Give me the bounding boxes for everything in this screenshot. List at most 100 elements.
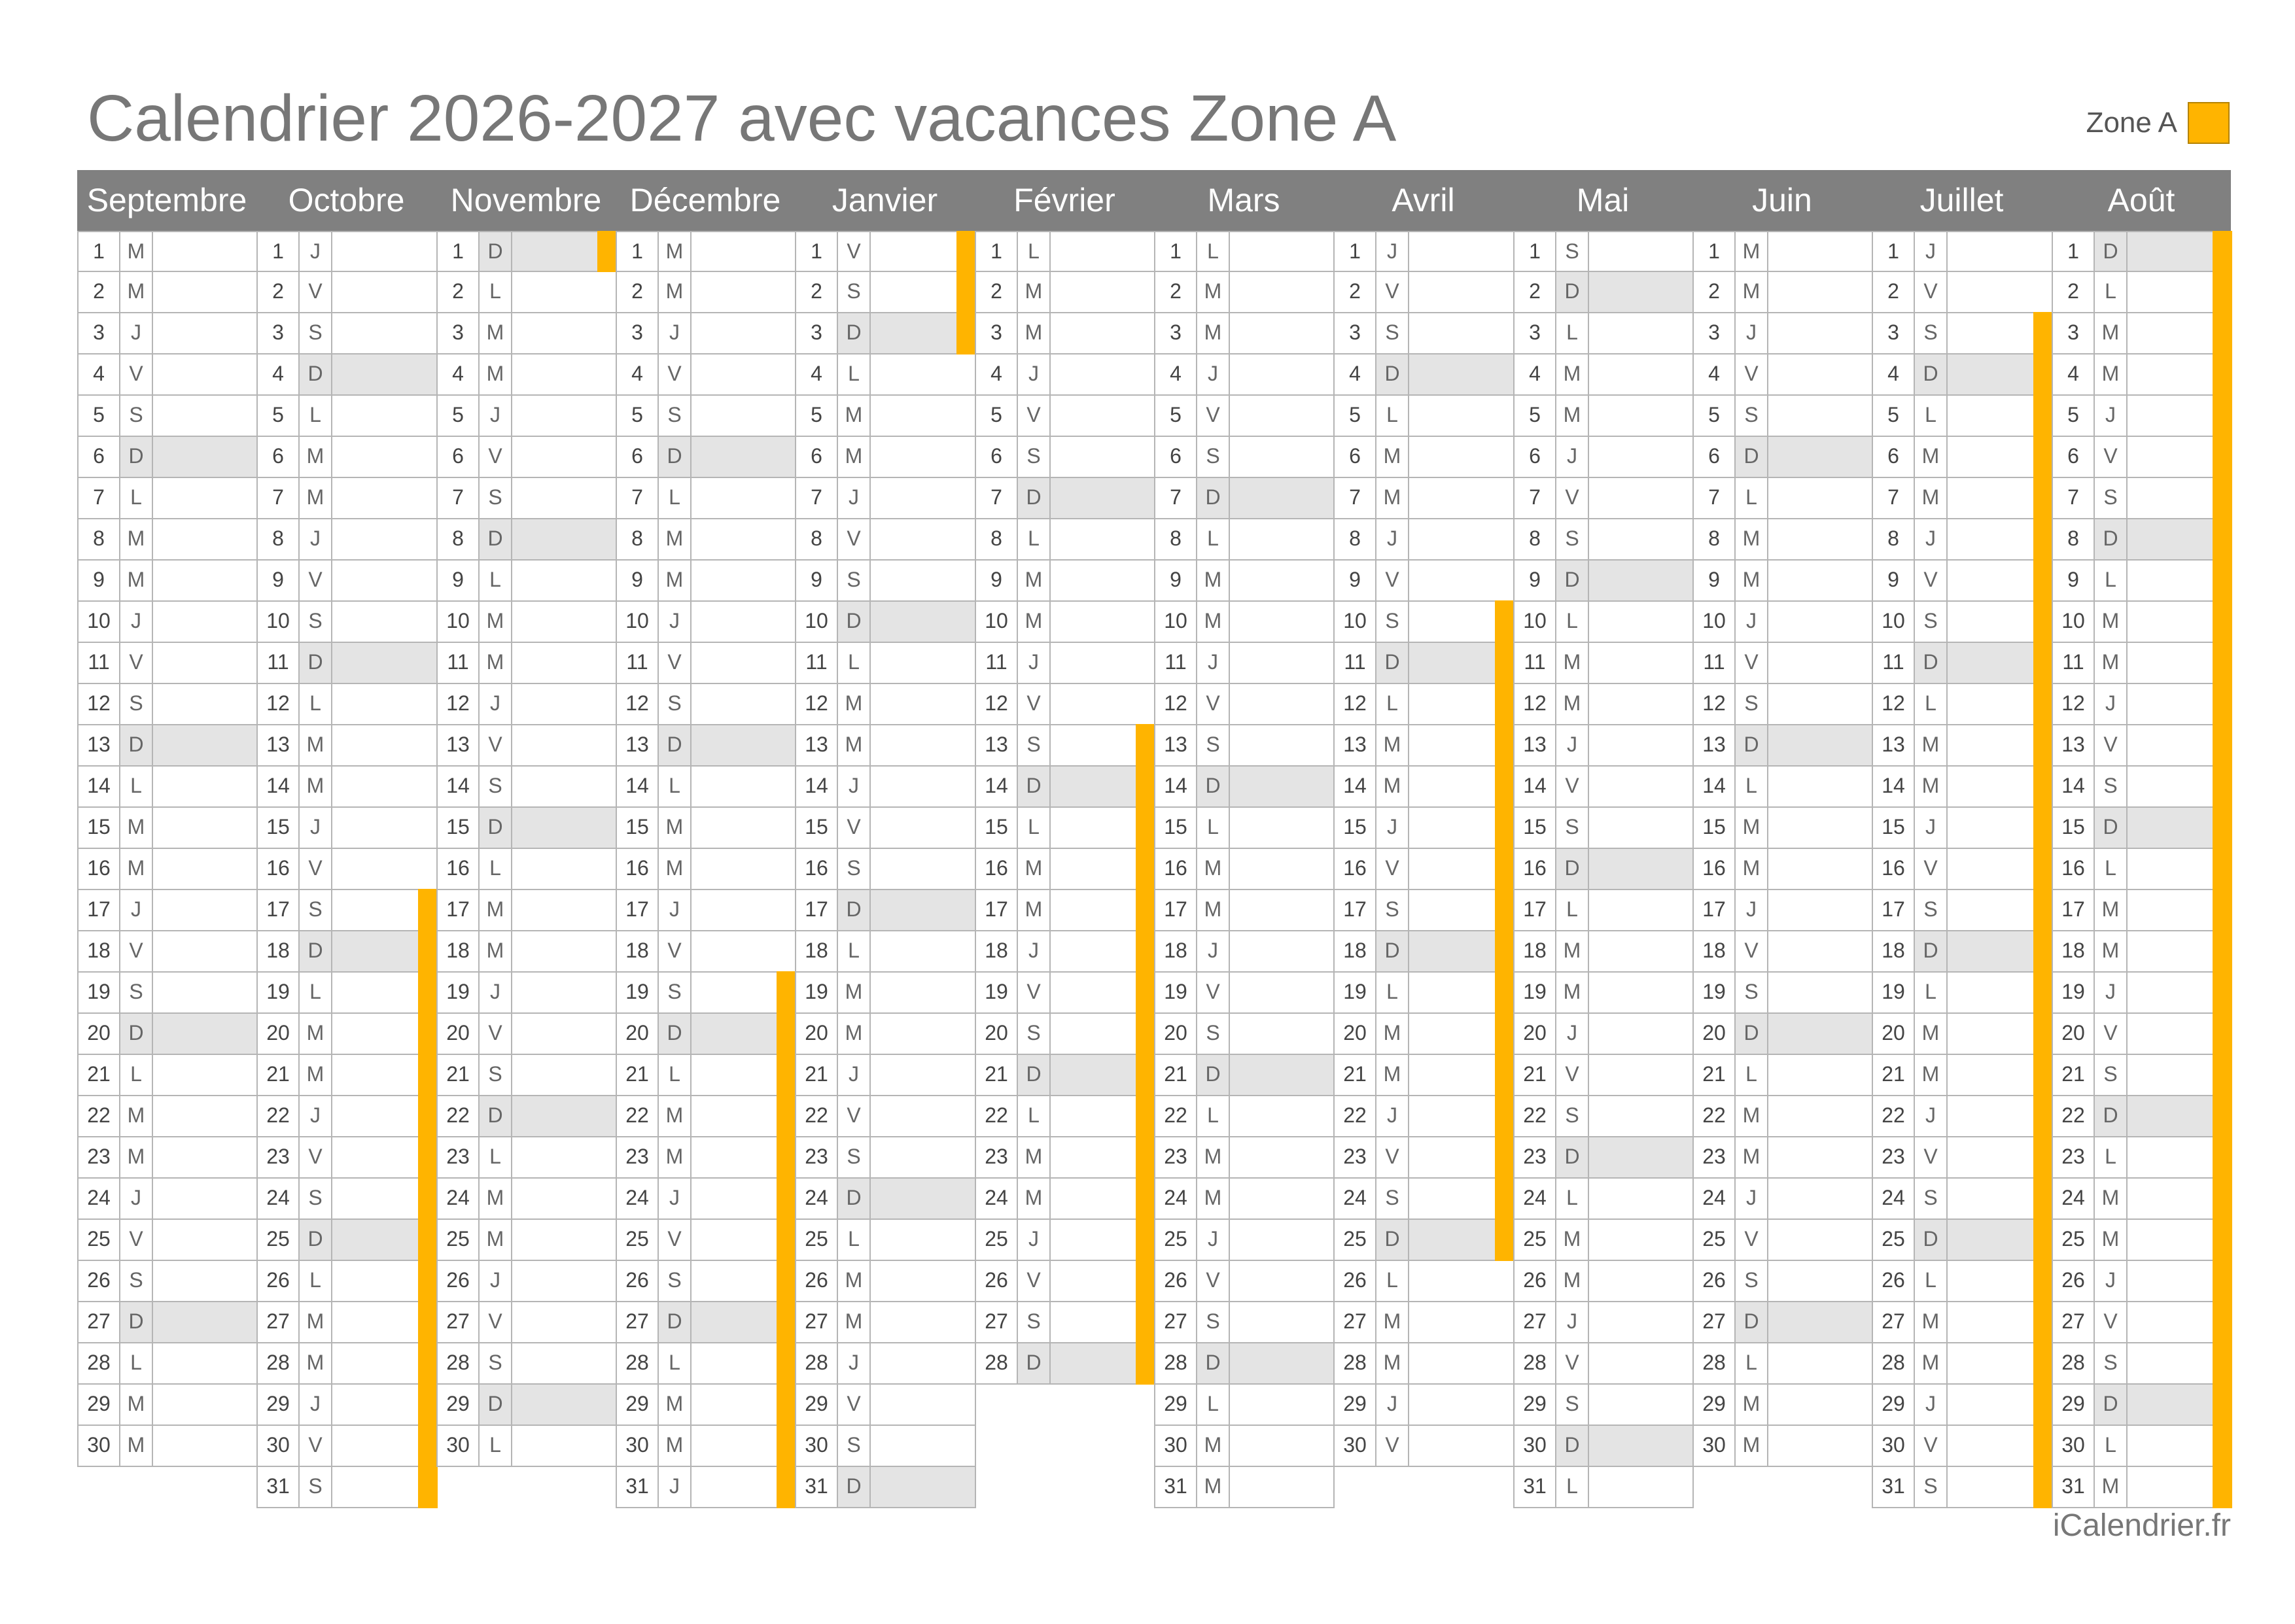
day-number: 7: [796, 478, 838, 518]
day-cell: 24 M: [975, 1177, 1155, 1220]
day-cell: 16 V: [1872, 848, 2053, 890]
day-number: 24: [1335, 1179, 1376, 1218]
day-number: 8: [976, 519, 1018, 559]
day-cell: 25 M: [1513, 1220, 1694, 1261]
weekday-letter: M: [1018, 1137, 1051, 1177]
day-number: 26: [79, 1261, 120, 1301]
day-number: 1: [796, 232, 838, 271]
day-cell: 23 V: [1872, 1136, 2053, 1179]
weekday-letter: S: [659, 684, 692, 724]
day-cell: 18 V: [1692, 931, 1873, 973]
weekday-letter: D: [120, 1014, 153, 1054]
day-cell: 22 D: [436, 1096, 617, 1137]
day-cell: 12 J: [436, 684, 617, 725]
day-number: 17: [438, 890, 480, 930]
weekday-letter: L: [1018, 519, 1051, 559]
day-number: 21: [2053, 1055, 2095, 1095]
weekday-letter: S: [300, 1467, 332, 1507]
weekday-letter: M: [1197, 272, 1230, 312]
holiday-marker: [418, 1383, 438, 1426]
day-number: 7: [1694, 478, 1736, 518]
day-cell: 28 V: [1513, 1343, 1694, 1385]
day-number: 26: [1694, 1261, 1736, 1301]
day-cell: 30 V: [1333, 1426, 1515, 1467]
day-number: 2: [1873, 272, 1915, 312]
weekday-letter: M: [1197, 1137, 1230, 1177]
day-cell: 15 S: [1513, 808, 1694, 849]
day-number: 24: [79, 1179, 120, 1218]
day-cell: 19 S: [1692, 973, 1873, 1014]
weekday-letter: D: [1197, 767, 1230, 806]
day-number: 17: [1873, 890, 1915, 930]
day-number: 20: [1335, 1014, 1376, 1054]
weekday-letter: M: [659, 1385, 692, 1425]
day-number: 9: [617, 561, 659, 600]
day-number: 23: [2053, 1137, 2095, 1177]
weekday-letter: L: [659, 767, 692, 806]
day-cell: 25 L: [795, 1220, 976, 1261]
weekday-letter: J: [838, 767, 871, 806]
day-number: 20: [1155, 1014, 1197, 1054]
day-number: 6: [2053, 437, 2095, 477]
holiday-marker: [418, 1260, 438, 1302]
weekday-letter: M: [838, 437, 871, 477]
weekday-letter: L: [1376, 396, 1409, 436]
day-cell: 30 M: [77, 1426, 258, 1467]
weekday-letter: M: [480, 1179, 512, 1218]
day-number: 6: [79, 437, 120, 477]
day-number: 6: [1155, 437, 1197, 477]
day-number: 23: [79, 1137, 120, 1177]
holiday-marker: [418, 1136, 438, 1179]
weekday-letter: D: [1736, 725, 1768, 765]
day-number: 22: [1335, 1096, 1376, 1136]
day-cell: 21 L: [1692, 1055, 1873, 1096]
day-cell: 20 M: [256, 1012, 438, 1055]
day-number: 15: [1515, 808, 1556, 848]
weekday-letter: M: [1376, 478, 1409, 518]
day-cell: 10 S: [1872, 600, 2053, 643]
month-header: Janvier: [832, 182, 938, 218]
day-number: 8: [438, 519, 480, 559]
day-cell: 28 M: [1333, 1343, 1515, 1385]
weekday-letter: D: [120, 725, 153, 765]
day-number: 10: [1335, 602, 1376, 642]
day-number: 8: [1155, 519, 1197, 559]
day-number: 9: [976, 561, 1018, 600]
weekday-letter: S: [1736, 1261, 1768, 1301]
weekday-letter: L: [480, 272, 512, 312]
day-number: 30: [1515, 1426, 1556, 1466]
weekday-letter: S: [2095, 1055, 2128, 1095]
day-cell: 26 M: [795, 1261, 976, 1302]
day-number: 14: [796, 767, 838, 806]
day-number: 28: [976, 1343, 1018, 1383]
holiday-marker: [2033, 353, 2053, 396]
day-number: 19: [1515, 973, 1556, 1012]
weekday-letter: V: [1736, 931, 1768, 971]
weekday-letter: V: [300, 1426, 332, 1466]
day-number: 29: [79, 1385, 120, 1425]
weekday-letter: L: [1197, 232, 1230, 271]
day-number: 25: [1515, 1220, 1556, 1260]
day-cell: 30 V: [256, 1425, 438, 1467]
weekday-letter: V: [2095, 1302, 2128, 1342]
day-cell: 20 J: [1513, 1014, 1694, 1055]
day-cell: 30 M: [1154, 1426, 1335, 1467]
day-number: 10: [2053, 602, 2095, 642]
day-cell: 31 S: [256, 1466, 438, 1508]
weekday-letter: M: [120, 808, 153, 848]
day-cell: 15 V: [795, 808, 976, 849]
weekday-letter: V: [1197, 973, 1230, 1012]
day-number: 3: [617, 313, 659, 353]
day-number: 27: [438, 1302, 480, 1342]
weekday-letter: V: [1376, 1137, 1409, 1177]
